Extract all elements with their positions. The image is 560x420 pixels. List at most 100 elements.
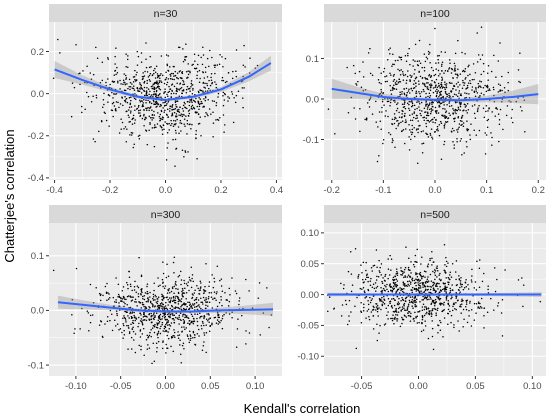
data-point bbox=[394, 82, 397, 84]
data-point bbox=[212, 286, 215, 289]
data-point bbox=[157, 112, 159, 114]
data-point bbox=[372, 328, 375, 330]
data-point bbox=[464, 281, 467, 284]
data-point bbox=[215, 322, 218, 324]
data-point bbox=[145, 99, 147, 101]
data-point bbox=[204, 66, 207, 69]
data-point bbox=[187, 70, 189, 72]
data-point bbox=[157, 74, 160, 77]
data-point bbox=[87, 312, 90, 314]
data-point bbox=[473, 91, 476, 94]
data-point bbox=[472, 63, 475, 65]
data-point bbox=[427, 106, 429, 108]
data-point bbox=[173, 119, 175, 122]
data-point bbox=[414, 82, 417, 84]
data-point bbox=[432, 121, 434, 123]
data-point bbox=[406, 276, 409, 278]
data-point bbox=[161, 315, 164, 318]
data-point bbox=[167, 91, 169, 94]
data-point bbox=[400, 56, 403, 59]
data-point bbox=[197, 299, 200, 301]
data-point bbox=[444, 116, 446, 119]
data-point bbox=[148, 93, 150, 96]
data-point bbox=[464, 103, 466, 106]
data-point bbox=[403, 284, 406, 286]
data-point bbox=[135, 317, 137, 320]
data-point bbox=[457, 320, 459, 322]
data-point bbox=[134, 80, 137, 82]
data-point bbox=[180, 305, 182, 308]
data-point bbox=[163, 306, 165, 308]
data-point bbox=[126, 58, 129, 61]
data-point bbox=[137, 109, 140, 112]
data-point bbox=[193, 53, 196, 56]
data-point bbox=[141, 117, 144, 120]
data-point bbox=[490, 70, 493, 73]
data-point bbox=[455, 278, 457, 281]
data-point bbox=[395, 268, 398, 270]
data-point bbox=[457, 81, 459, 84]
data-point bbox=[182, 83, 184, 86]
data-point bbox=[426, 265, 429, 267]
data-point bbox=[192, 87, 194, 90]
data-point bbox=[130, 110, 132, 112]
data-point bbox=[458, 101, 461, 104]
data-point bbox=[440, 83, 442, 86]
data-point bbox=[413, 127, 415, 129]
data-point bbox=[202, 345, 205, 347]
data-point bbox=[351, 284, 354, 286]
data-point bbox=[149, 117, 152, 119]
data-point bbox=[466, 92, 468, 95]
data-point bbox=[453, 129, 455, 132]
data-point bbox=[437, 69, 440, 72]
data-point bbox=[400, 69, 402, 71]
data-point bbox=[159, 302, 162, 305]
data-point bbox=[242, 106, 244, 109]
data-point bbox=[183, 83, 186, 85]
data-point bbox=[376, 285, 379, 288]
data-point bbox=[435, 68, 437, 70]
data-point bbox=[175, 312, 177, 314]
data-point bbox=[366, 273, 368, 275]
data-point bbox=[467, 74, 469, 77]
data-point bbox=[155, 65, 158, 67]
data-point bbox=[179, 312, 182, 315]
data-point bbox=[420, 263, 422, 265]
data-point bbox=[109, 319, 111, 322]
data-point bbox=[127, 114, 130, 117]
data-point bbox=[227, 305, 230, 307]
data-point bbox=[107, 58, 110, 60]
data-point bbox=[133, 311, 135, 314]
data-point bbox=[409, 119, 412, 122]
data-point bbox=[419, 282, 421, 284]
data-point bbox=[443, 101, 445, 103]
data-point bbox=[149, 55, 152, 58]
data-point bbox=[426, 108, 429, 110]
data-point bbox=[180, 283, 182, 286]
data-point bbox=[167, 331, 169, 333]
data-point bbox=[112, 115, 114, 118]
data-point bbox=[383, 295, 385, 298]
data-point bbox=[215, 104, 217, 107]
data-point bbox=[109, 296, 111, 299]
data-point bbox=[425, 122, 427, 125]
data-point bbox=[142, 316, 145, 318]
data-point bbox=[203, 332, 205, 334]
data-point bbox=[242, 75, 244, 78]
data-point bbox=[177, 77, 179, 80]
data-point bbox=[413, 104, 416, 107]
data-point bbox=[463, 84, 465, 87]
data-point bbox=[160, 96, 162, 98]
data-point bbox=[453, 144, 455, 146]
data-point bbox=[426, 133, 428, 135]
data-point bbox=[122, 286, 125, 288]
data-point bbox=[370, 299, 373, 302]
data-point bbox=[139, 101, 142, 103]
x-tick-label: 0.00 bbox=[156, 381, 175, 392]
data-point bbox=[141, 321, 143, 324]
data-point bbox=[143, 99, 145, 101]
data-point bbox=[142, 327, 145, 330]
data-point bbox=[140, 275, 143, 278]
data-point bbox=[139, 88, 141, 90]
data-point bbox=[435, 129, 438, 131]
